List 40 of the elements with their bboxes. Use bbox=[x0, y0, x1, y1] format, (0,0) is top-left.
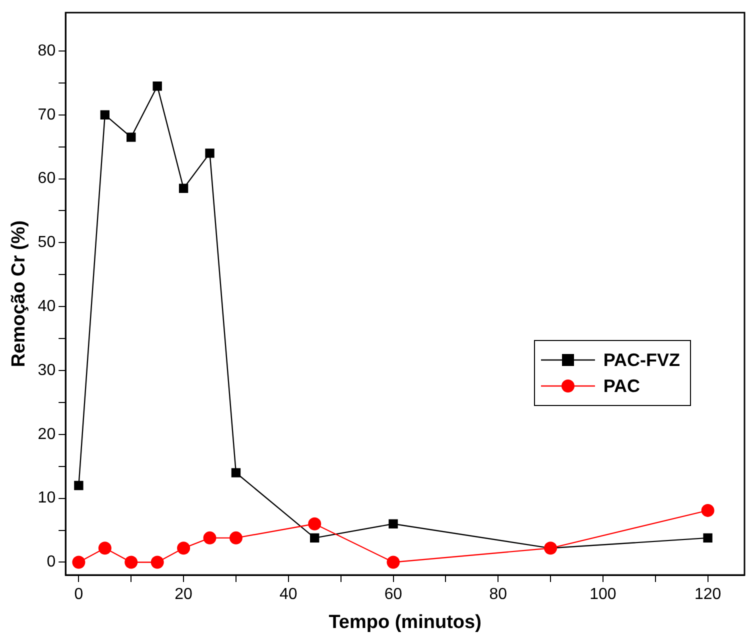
point bbox=[203, 531, 216, 544]
point bbox=[177, 542, 190, 555]
y-tick-label: 70 bbox=[38, 106, 56, 124]
point bbox=[386, 556, 400, 569]
x-tick-label: 80 bbox=[489, 586, 508, 604]
point bbox=[205, 148, 214, 158]
point bbox=[100, 110, 110, 120]
point bbox=[388, 519, 398, 528]
point bbox=[98, 542, 112, 555]
y-tick-label: 0 bbox=[46, 554, 56, 571]
point bbox=[150, 556, 164, 569]
legend-label: PAC bbox=[603, 375, 640, 398]
point bbox=[701, 504, 714, 517]
y-tick-label: 60 bbox=[38, 170, 56, 188]
x-tick-label: 60 bbox=[384, 586, 402, 604]
point bbox=[231, 468, 241, 478]
point bbox=[124, 556, 138, 569]
y-tick-label: 30 bbox=[38, 362, 56, 379]
x-tick-label: 100 bbox=[590, 586, 616, 604]
y-tick-label: 40 bbox=[38, 298, 56, 315]
y-tick-label: 80 bbox=[38, 42, 56, 60]
y-tick-label: 50 bbox=[38, 234, 56, 252]
x-tick-label: 0 bbox=[74, 586, 84, 604]
y-axis-title: Remoção Cr (%) bbox=[8, 220, 30, 368]
point bbox=[308, 517, 322, 530]
x-tick-label: 40 bbox=[280, 586, 298, 604]
point bbox=[152, 82, 162, 91]
point bbox=[178, 184, 188, 193]
x-tick-label: 20 bbox=[174, 586, 193, 604]
point bbox=[72, 556, 86, 569]
x-tick-label: 120 bbox=[694, 586, 722, 604]
point bbox=[703, 533, 712, 543]
y-tick-label: 10 bbox=[38, 490, 56, 507]
y-tick-label: 20 bbox=[38, 426, 56, 443]
point bbox=[229, 531, 242, 544]
point bbox=[310, 533, 320, 543]
point bbox=[126, 132, 136, 142]
point bbox=[74, 480, 84, 490]
x-axis-title: Tempo (minutos) bbox=[328, 612, 482, 633]
legend-label: PAC-FVZ bbox=[603, 349, 680, 372]
